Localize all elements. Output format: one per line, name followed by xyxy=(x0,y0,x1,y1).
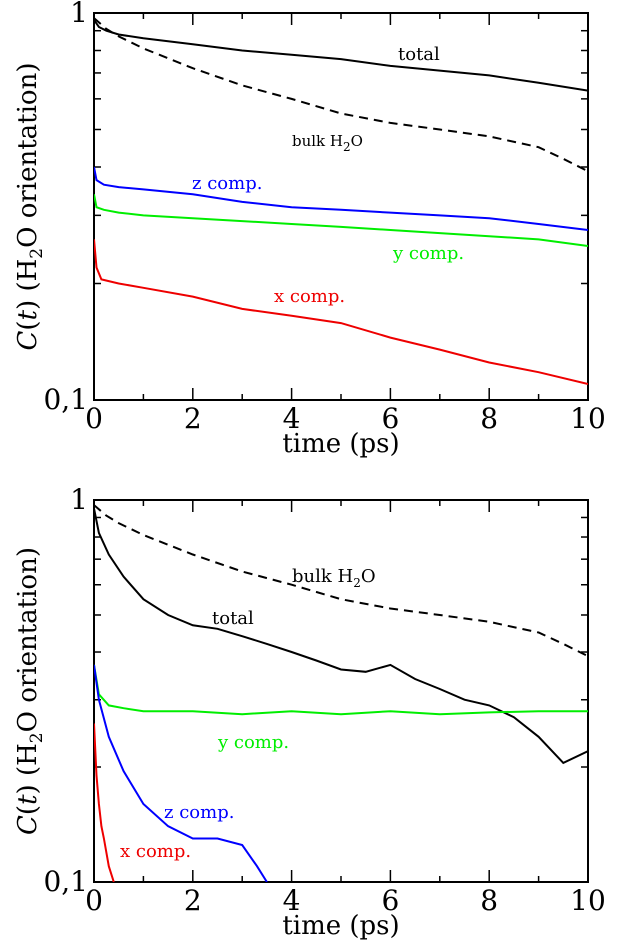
series-line-bulk-h2o xyxy=(94,504,588,658)
x-tick-label: 2 xyxy=(184,884,202,917)
y-axis-label-sub: 2 xyxy=(27,732,47,743)
series-label-x-comp: x comp. xyxy=(274,286,345,307)
series-label-bulk-h2o-sub: 2 xyxy=(353,576,361,590)
series-label-bulk-h2o: bulk H2O xyxy=(292,566,376,590)
y-tick-label: 0,1 xyxy=(43,865,88,898)
y-axis-label-tail: O orientation) xyxy=(13,547,43,732)
y-axis-label-rest: ) (H xyxy=(13,743,43,794)
series-line-total xyxy=(94,508,588,765)
y-axis-label-tail: O orientation) xyxy=(13,63,43,248)
x-tick-label: 6 xyxy=(381,884,399,917)
x-tick-label: 8 xyxy=(480,884,498,917)
y-tick-label: 0,1 xyxy=(43,383,88,416)
y-tick-label: 1 xyxy=(70,0,88,29)
y-axis-label: C(t) (H2O orientation) xyxy=(13,547,47,835)
x-tick-label: 0 xyxy=(85,402,103,435)
series-label-bulk-h2o-sub: 2 xyxy=(343,140,351,154)
x-tick-label: 10 xyxy=(570,884,606,917)
series-label-bulk-h2o-tail: O xyxy=(361,566,376,587)
x-tick-label: 10 xyxy=(570,402,606,435)
series-label-bulk-h2o-main: bulk H xyxy=(292,566,353,587)
series-label-y-comp: y comp. xyxy=(392,243,464,264)
series-label-y-comp: y comp. xyxy=(217,732,289,753)
series-label-bulk-h2o-tail: O xyxy=(351,132,363,150)
x-tick-label: 4 xyxy=(283,884,301,917)
series-label-bulk-h2o-main: bulk H xyxy=(292,132,343,150)
series-line-z-comp xyxy=(94,166,588,231)
series-line-x-comp xyxy=(94,239,588,385)
plot-frame xyxy=(93,499,589,883)
x-tick-label: 6 xyxy=(381,402,399,435)
y-axis-label-open: ( xyxy=(13,805,43,815)
x-tick-label: 8 xyxy=(480,402,498,435)
x-axis-label: time (ps) xyxy=(282,429,399,459)
y-axis-label-t: t xyxy=(13,794,43,805)
y-axis-label-rest: ) (H xyxy=(13,259,43,310)
y-axis-label-c: C xyxy=(13,330,43,350)
plot-frame xyxy=(93,12,589,401)
series-label-total: total xyxy=(212,608,254,629)
y-axis-label-t: t xyxy=(13,309,43,320)
series-label-bulk-h2o: bulk H2O xyxy=(292,132,363,154)
series-line-total xyxy=(94,19,588,92)
series-label-x-comp: x comp. xyxy=(120,841,191,862)
series-line-y-comp xyxy=(94,664,588,716)
y-axis-label-c: C xyxy=(13,815,43,835)
x-axis-label: time (ps) xyxy=(282,911,399,941)
series-label-z-comp: z comp. xyxy=(164,802,234,823)
y-axis-label: C(t) (H2O orientation) xyxy=(13,63,47,351)
series-label-total: total xyxy=(398,44,440,65)
x-tick-label: 0 xyxy=(85,884,103,917)
y-axis-label-open: ( xyxy=(13,320,43,330)
series-line-y-comp xyxy=(94,194,588,247)
series-label-z-comp: z comp. xyxy=(192,173,262,194)
y-tick-label: 1 xyxy=(70,483,88,516)
x-tick-label: 4 xyxy=(283,402,301,435)
series-line-bulk-h2o xyxy=(94,17,588,173)
series-line-z-comp xyxy=(94,664,268,882)
y-axis-label-sub: 2 xyxy=(27,248,47,259)
x-tick-label: 2 xyxy=(184,402,202,435)
series-line-x-comp xyxy=(94,723,115,882)
